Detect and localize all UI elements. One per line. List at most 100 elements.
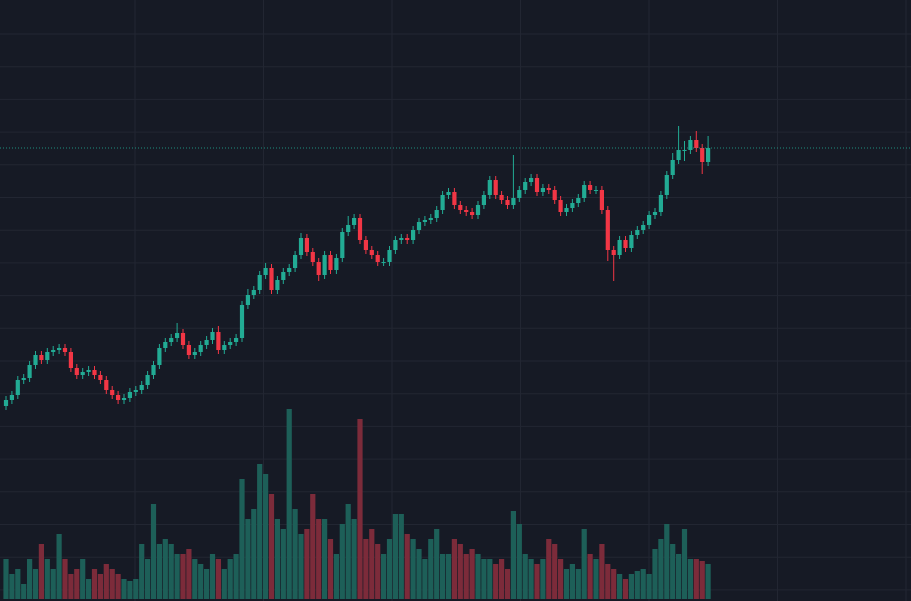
candle-body [121,398,127,400]
volume-bar [705,564,711,599]
candle-body [399,238,404,240]
volume-bar [487,559,493,599]
volume-bar [186,549,192,599]
candle-body [369,250,374,255]
candle-body [222,345,227,350]
candle-body [534,178,540,192]
volume-bar [416,549,422,599]
candle-body [74,368,79,375]
volume-bar [257,464,263,599]
volume-bar [540,559,546,599]
candle-body [664,175,669,195]
candle-body [588,185,593,190]
candle-body [116,395,121,400]
candle-body [576,198,581,203]
candle-body [127,392,132,398]
volume-bar [56,534,62,599]
volume-bar [97,574,103,599]
volume-bar [351,519,357,599]
volume-bar [139,544,145,599]
volume-bar [74,569,80,599]
candle-body [163,342,168,348]
candle-body [151,365,156,375]
volume-bar [9,574,15,599]
candle-body [546,188,551,190]
volume-bar [38,544,44,599]
volume-bar [274,519,280,599]
candle-body [186,345,191,355]
candle-body [110,390,115,395]
volume-bar [611,569,617,599]
volume-bar [133,579,139,599]
candle-body [234,338,239,342]
candle-body [381,262,386,263]
volume-bar [156,544,162,599]
volume-bar [15,569,21,599]
volume-bar [504,569,511,599]
candle-body [481,195,486,205]
candle-body [92,370,97,375]
candle-body [428,218,433,220]
candle-body [68,352,73,368]
volume-bar [676,554,682,599]
candle-body [304,238,309,252]
volume-bar [310,494,316,599]
candle-body [470,212,475,215]
candle-body [623,240,628,248]
candle-body [192,352,197,355]
candle-body [599,190,604,210]
volume-bar [622,579,629,599]
volume-bar [239,479,245,599]
volume-bar [369,529,375,599]
volume-bar [150,504,157,599]
candle-body [86,370,91,372]
volume-bar [670,544,676,599]
volume-bar [127,581,133,599]
volume-bar [563,569,570,599]
volume-bar [687,559,693,599]
candle-body [517,190,522,198]
candle-body [505,200,510,205]
candle-body [269,268,274,290]
candle-body [57,348,62,350]
candle-body [9,395,14,400]
volume-bar [386,539,393,599]
candle-body [98,375,103,380]
candle-body [611,250,616,255]
volume-bar [215,559,221,599]
volume-bar [398,514,404,599]
candle-body [464,210,469,212]
volume-bar [664,524,670,599]
candle-body [375,255,380,262]
volume-bar [27,559,33,599]
candle-body [635,230,640,235]
candle-body [316,262,321,275]
volume-bar [44,559,50,599]
candle-body [682,150,687,151]
candle-body [416,222,422,230]
candle-body [263,268,268,275]
candle-body [540,188,545,192]
volume-bar [375,544,381,599]
volume-bar [440,554,446,599]
candle-body [387,250,392,262]
candle-body [670,160,675,175]
volume-bar [404,534,410,599]
volume-bar [628,574,634,599]
volume-bar [3,559,9,599]
candle-body [582,185,587,198]
volume-bar [534,564,540,599]
volume-bar [145,559,151,599]
volume-bar [392,514,398,599]
volume-bar [481,559,487,599]
candle-body [694,140,699,148]
volume-bar [162,539,168,599]
volume-bar [569,564,575,599]
candle-body [169,338,174,342]
candle-body [617,240,622,255]
volume-bar [451,539,457,599]
volume-bar [516,524,522,599]
volume-bar [522,554,528,599]
